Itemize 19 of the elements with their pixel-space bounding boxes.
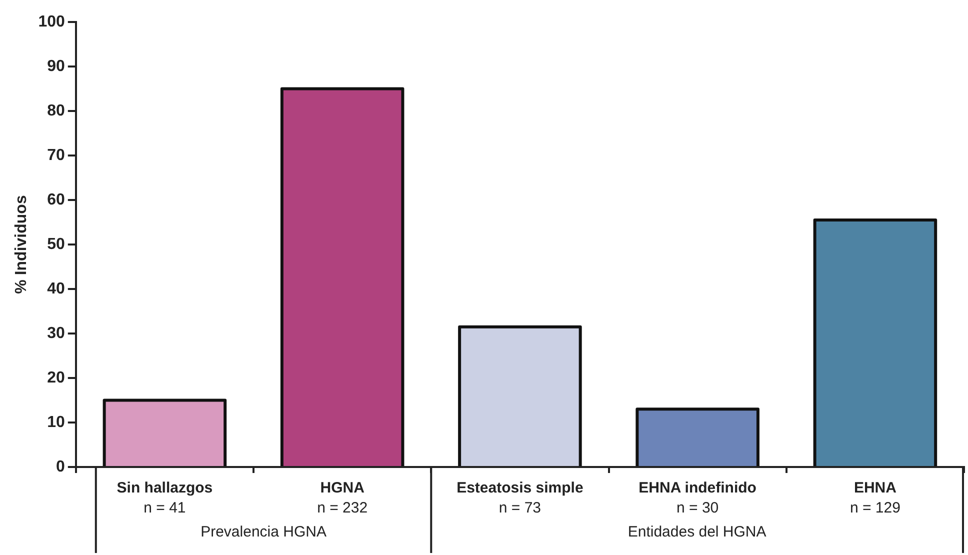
x-tick-label: Esteatosis simple n = 73 [456, 480, 584, 517]
y-tick-label: 60 [47, 191, 65, 208]
y-tick-label: 20 [47, 369, 65, 386]
y-tick-label: 90 [47, 58, 65, 75]
x-tick-label: EHNA indefinido n = 30 [638, 480, 756, 517]
y-tick-label: 80 [47, 102, 65, 120]
y-tick-label: 30 [47, 324, 65, 342]
text: Entidades del HGNA [628, 524, 766, 541]
text: Prevalencia HGNA [200, 524, 326, 541]
y-tick-label: 10 [47, 414, 65, 431]
y-tick-label: 70 [47, 146, 65, 164]
y-tick-label: 100 [38, 13, 65, 30]
y-axis-title: % Individuos [13, 195, 30, 294]
y-tick-label: 50 [47, 236, 65, 253]
x-tick-label: EHNA n = 129 [850, 480, 900, 517]
x-tick-label: Sin hallazgos n = 41 [116, 480, 213, 517]
y-tick-label: 0 [56, 458, 65, 476]
y-tick-label: 40 [47, 280, 65, 298]
x-tick-label: HGNA n = 232 [317, 480, 368, 517]
